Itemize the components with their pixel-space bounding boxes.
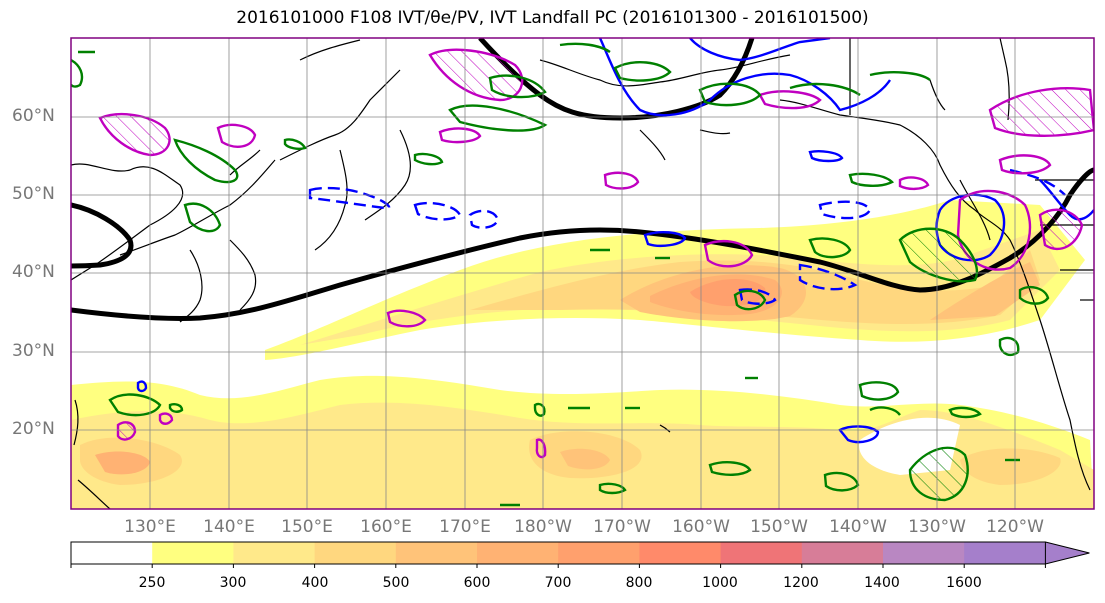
colorbar-tick-700: 700: [544, 575, 572, 591]
lon-label-150w: 150°W: [750, 517, 808, 537]
lon-label-160e: 160°E: [360, 517, 412, 537]
gridlines: [71, 38, 1094, 509]
colorbar-segment: [964, 542, 1046, 564]
map-frame: [70, 37, 1095, 510]
lon-label-160w: 160°W: [672, 517, 730, 537]
colorbar-segment: [477, 542, 559, 564]
colorbar-segment: [395, 542, 478, 564]
lon-label-170e: 170°E: [439, 517, 491, 537]
colorbar-segment: [152, 542, 234, 564]
lat-label-60n: 60°N: [12, 106, 55, 126]
colorbar-segment: [883, 542, 965, 564]
lon-label-130e: 130°E: [124, 517, 176, 537]
colorbar-segment: [71, 542, 153, 564]
ivt-colorbar: [70, 541, 1090, 568]
lon-label-120w: 120°W: [986, 517, 1044, 537]
colorbar-tick-1600: 1600: [946, 575, 982, 591]
colorbar-tick-1200: 1200: [783, 575, 819, 591]
colorbar-tick-500: 500: [382, 575, 410, 591]
lat-label-20n: 20°N: [12, 419, 55, 439]
lat-label-30n: 30°N: [12, 341, 55, 361]
colorbar-tick-300: 300: [219, 575, 247, 591]
ivt-shading: [71, 200, 1094, 509]
colorbar-segment: [233, 542, 316, 564]
pv-green-contours: [71, 42, 1050, 507]
lon-label-140e: 140°E: [203, 517, 255, 537]
colorbar-segment: [801, 542, 884, 564]
coastlines: [71, 38, 1094, 509]
colorbar-extend-arrow: [1044, 541, 1090, 565]
lon-label-140w: 140°W: [829, 517, 887, 537]
colorbar-tick-400: 400: [301, 575, 329, 591]
lon-label-130w: 130°W: [908, 517, 966, 537]
lon-label-170w: 170°W: [593, 517, 651, 537]
colorbar-tick-250: 250: [138, 575, 166, 591]
colorbar-segment: [720, 542, 803, 564]
lon-label-180w: 180°W: [514, 517, 572, 537]
colorbar-segment: [314, 542, 397, 564]
colorbar-segment: [558, 542, 640, 564]
colorbar-tick-800: 800: [625, 575, 653, 591]
colorbar-tick-1000: 1000: [702, 575, 738, 591]
lat-label-40n: 40°N: [12, 262, 55, 282]
colorbar-tick-600: 600: [463, 575, 491, 591]
pv-magenta-contours: [98, 48, 1094, 459]
colorbar-segment: [639, 542, 722, 564]
colorbar-tick-1400: 1400: [864, 575, 900, 591]
lat-label-50n: 50°N: [12, 184, 55, 204]
lon-label-150e: 150°E: [281, 517, 333, 537]
map-title: 2016101000 F108 IVT/θe/PV, IVT Landfall …: [236, 8, 869, 28]
